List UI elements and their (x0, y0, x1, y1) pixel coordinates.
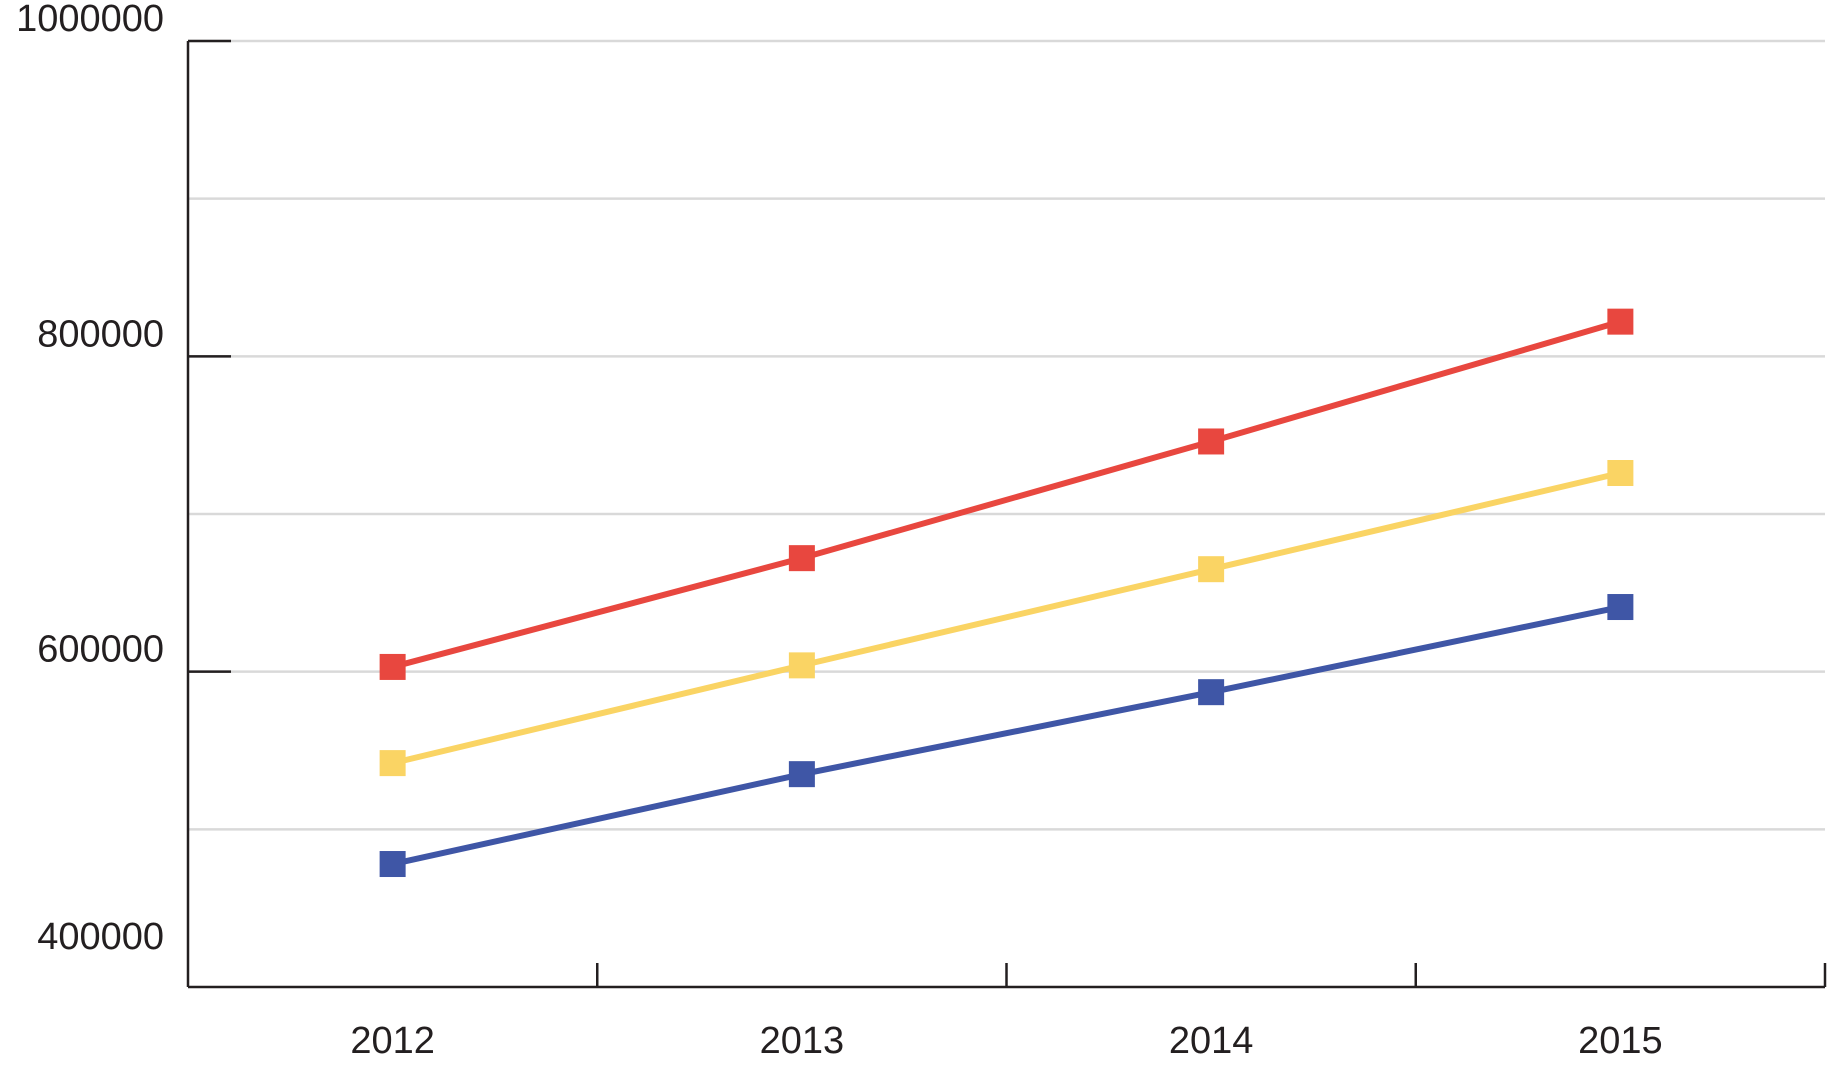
marker (1607, 594, 1634, 621)
series-line (391, 470, 1622, 767)
marker (788, 761, 815, 788)
marker (1607, 460, 1634, 487)
marker (1198, 679, 1225, 706)
marker (379, 851, 406, 878)
marker (379, 653, 406, 680)
x-tick-label: 2013 (760, 1020, 845, 1062)
series-line (391, 604, 1621, 867)
y-tick-label: 800000 (37, 313, 164, 355)
marker (379, 750, 406, 777)
y-tick-label: 600000 (37, 629, 164, 671)
marker (788, 545, 815, 572)
x-tick-label: 2014 (1169, 1020, 1254, 1062)
marker (1198, 556, 1225, 583)
y-tick-label: 400000 (37, 916, 164, 958)
marker (788, 652, 815, 679)
x-tick-label: 2012 (350, 1020, 435, 1062)
marker (1198, 428, 1225, 455)
marker (1607, 308, 1634, 335)
y-tick-label: 1000000 (16, 0, 164, 40)
series-line (391, 318, 1622, 670)
x-tick-label: 2015 (1578, 1020, 1663, 1062)
